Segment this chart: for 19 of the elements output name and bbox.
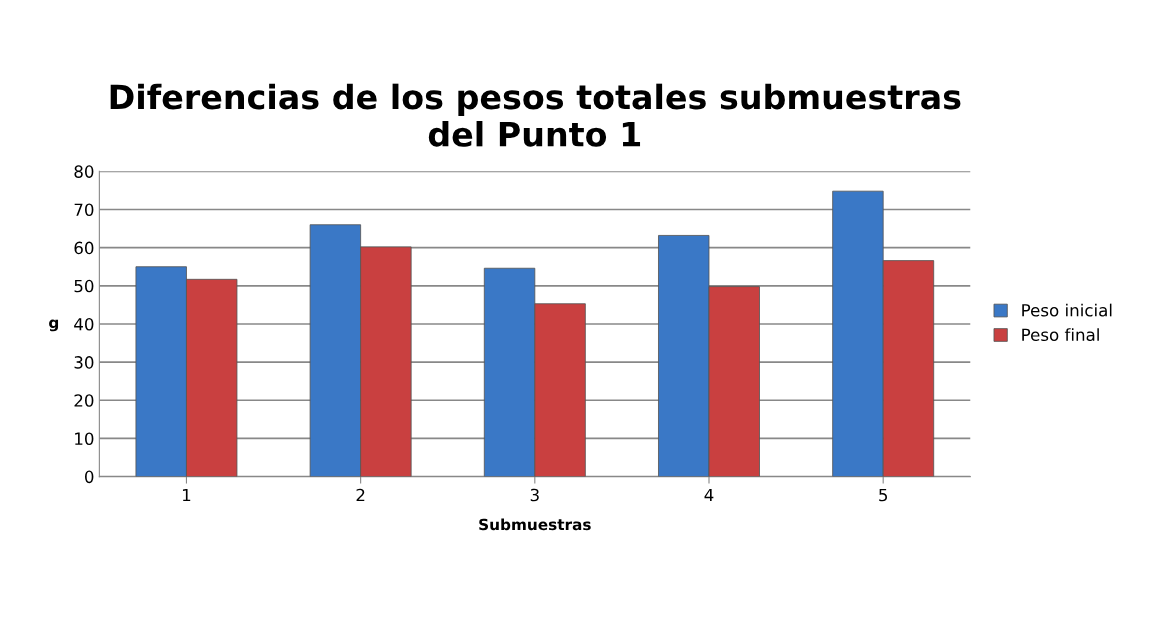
x-tick-label: 1	[182, 488, 191, 502]
y-tick-label: 0	[85, 470, 94, 484]
x-tick-label: 3	[530, 488, 539, 502]
y-axis-title: g	[49, 319, 59, 332]
y-tick-label: 50	[74, 279, 94, 293]
y-tick-label: 10	[75, 432, 94, 446]
legend-label: Peso inicial	[1022, 303, 1112, 317]
chart-title: Diferencias de los pesos totales submuestras del Punto 1	[110, 83, 961, 147]
y-tick-label: 80	[74, 165, 94, 178]
x-tick-label: 4	[704, 488, 714, 502]
y-tick-label: 20	[74, 394, 94, 407]
y-tick-label: 70	[74, 203, 94, 217]
y-tick-label: 60	[74, 241, 94, 255]
x-axis-title: Submuestras	[479, 518, 591, 531]
x-tick-label: 5	[879, 488, 888, 502]
x-tick-label: 2	[356, 488, 365, 502]
legend-label: Peso final	[1022, 328, 1099, 342]
y-tick-label: 40	[74, 317, 94, 331]
y-tick-label: 30	[74, 356, 94, 369]
